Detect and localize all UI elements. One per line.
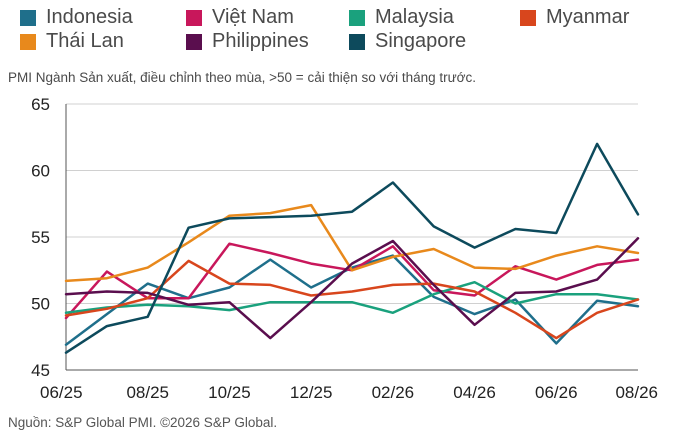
x-tick-label: 12/25 (290, 383, 333, 402)
legend-swatch (186, 9, 202, 26)
legend-item-thai-lan: Thái Lan (20, 30, 124, 53)
legend-label: Indonesia (46, 6, 133, 28)
legend-swatch (520, 9, 536, 26)
legend-swatch (20, 33, 36, 50)
legend-swatch (186, 33, 202, 50)
series-lines (64, 142, 640, 354)
y-tick-label: 65 (31, 95, 50, 114)
legend-swatch (349, 9, 365, 26)
legend-label: Malaysia (375, 6, 454, 28)
x-tick-label: 06/25 (40, 383, 83, 402)
series-line-thai-lan (64, 203, 640, 283)
legend-swatch (20, 9, 36, 26)
x-tick-label: 06/26 (535, 383, 578, 402)
x-tick-label: 08/26 (615, 383, 658, 402)
legend-item-viet-nam: Việt Nam (186, 6, 294, 29)
legend-label: Thái Lan (46, 30, 124, 52)
x-tick-label: 04/26 (453, 383, 496, 402)
gridlines (65, 103, 638, 371)
series-line-philippines (64, 237, 640, 340)
legend-item-singapore: Singapore (349, 30, 466, 53)
legend-item-myanmar: Myanmar (520, 6, 629, 29)
x-tick-label: 10/25 (208, 383, 251, 402)
series-line-myanmar (64, 259, 640, 340)
y-tick-label: 60 (31, 162, 50, 181)
legend-swatch (349, 33, 365, 50)
y-tick-label: 55 (31, 228, 50, 247)
y-tick-label: 45 (31, 361, 50, 380)
legend-label: Philippines (212, 30, 309, 52)
y-axis-ticks: 45 50 55 60 65 (31, 95, 50, 380)
legend-item-malaysia: Malaysia (349, 6, 454, 29)
x-tick-label: 02/26 (372, 383, 415, 402)
x-tick-label: 08/25 (126, 383, 169, 402)
y-tick-label: 50 (31, 295, 50, 314)
legend-label: Singapore (375, 30, 467, 52)
x-axis-ticks: 06/25 08/25 10/25 12/25 02/26 04/26 06/26 08/26 (40, 383, 658, 402)
legend-item-philippines: Philippines (186, 30, 309, 53)
series-line-singapore (64, 142, 640, 354)
legend: Indonesia Việt Nam Malaysia Myanmar Thái Lan… (8, 4, 688, 64)
chart-source: Nguồn: S&P Global PMI. ©2026 S&P Global. (8, 415, 278, 430)
legend-label: Việt Nam (212, 6, 294, 28)
series-line-malaysia (64, 280, 640, 315)
legend-label: Myanmar (546, 6, 630, 28)
chart-subtitle: PMI Ngành Sản xuất, điều chỉnh theo mùa,… (8, 70, 477, 85)
legend-item-indonesia: Indonesia (20, 6, 133, 29)
